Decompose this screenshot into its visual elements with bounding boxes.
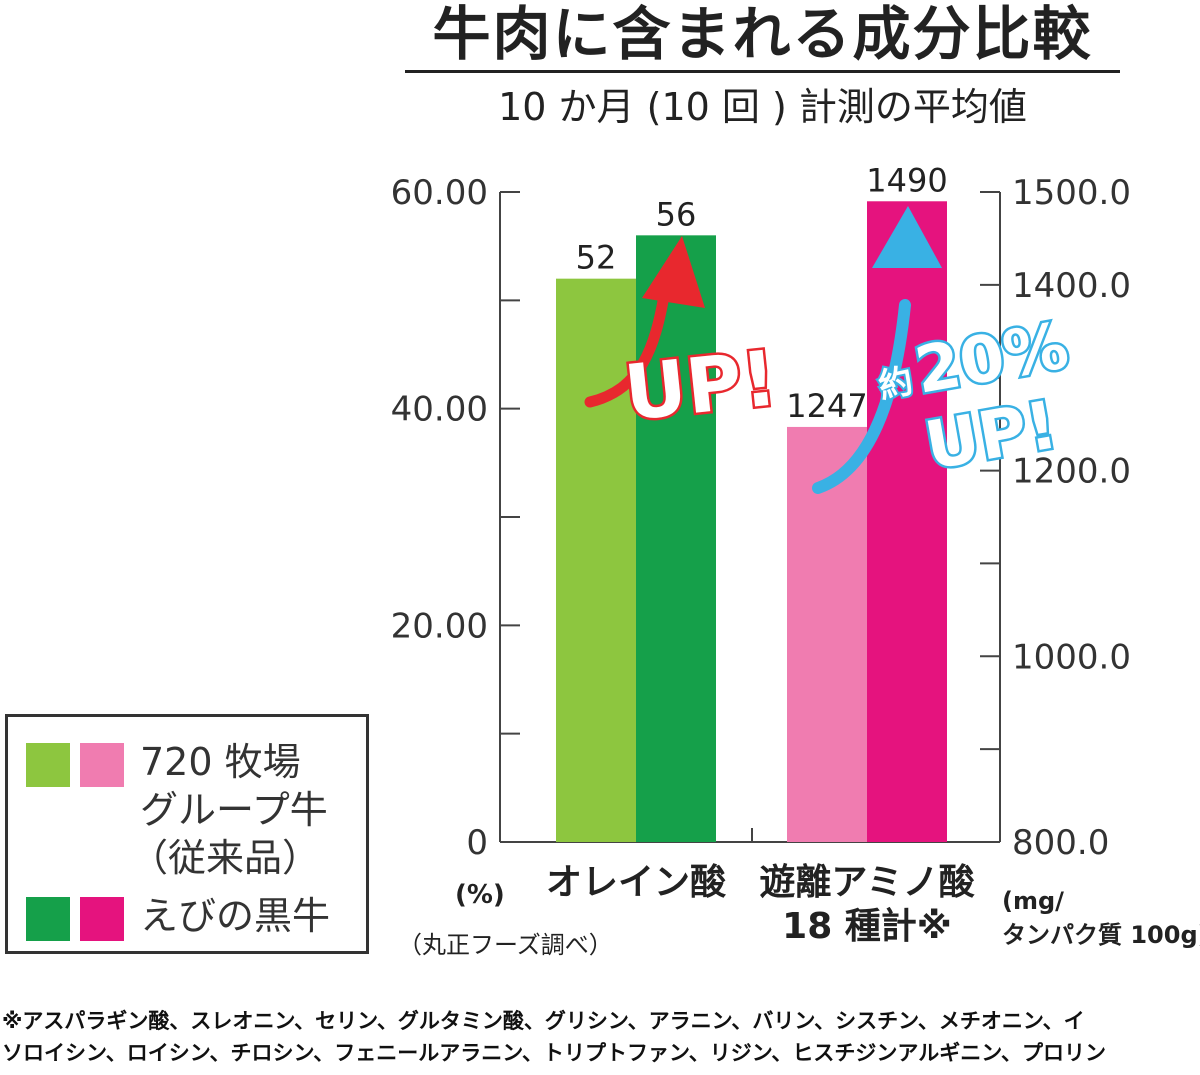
category-label: 遊離アミノ酸 <box>759 862 974 903</box>
legend-label-line: （従来品） <box>130 836 321 880</box>
title-underline <box>405 70 1120 73</box>
right-axis-unit-line: (mg/ <box>1002 887 1064 915</box>
legend-label-line: グループ牛 <box>140 788 328 832</box>
legend-swatch-dark-green <box>26 897 70 941</box>
up-arrow-shaft-red <box>584 284 671 408</box>
right-tick-label: 1400.0 <box>1012 266 1131 306</box>
up-arrow-head-red <box>642 236 705 308</box>
annotation-up-red: UP! <box>620 333 781 437</box>
bar <box>787 426 867 842</box>
legend-swatch-light-pink <box>80 743 124 787</box>
legend-label: えびの黒牛 <box>140 894 331 938</box>
right-tick-label: 1000.0 <box>1012 637 1131 677</box>
bar <box>867 201 947 843</box>
right-tick-label: 1500.0 <box>1012 173 1131 213</box>
bar-value-label: 56 <box>656 195 697 233</box>
bar <box>636 235 716 843</box>
up-arrow-shaft-blue <box>812 299 911 494</box>
chart-subtitle: 10 か月 (10 回 ) 計測の平均値 <box>498 85 1027 129</box>
bar-value-label: 1490 <box>866 161 947 199</box>
bar-value-label: 1247 <box>786 387 867 425</box>
legend-swatch-light-green <box>26 743 70 787</box>
legend: 720 牧場 グループ牛 （従来品） えびの黒牛 <box>5 714 369 954</box>
bar <box>556 278 636 843</box>
right-axis-unit: (mg/ タンパク質 100g) <box>1002 884 1200 952</box>
legend-swatch-magenta <box>80 897 124 941</box>
bar-value-label: 52 <box>576 239 617 277</box>
left-tick-label: 0 <box>466 823 488 863</box>
right-axis-unit-line: タンパク質 100g) <box>1002 921 1200 949</box>
left-tick-label: 20.00 <box>391 606 488 646</box>
left-tick-label: 60.00 <box>391 173 488 213</box>
footnote-line: ソロイシン、ロイシン、チロシン、フェニールアラニン、トリプトファン、リジン、ヒス… <box>2 1041 1106 1065</box>
chart-title: 牛肉に含まれる成分比較 <box>432 0 1093 68</box>
up-arrow-head-blue <box>872 206 942 268</box>
category-label: 18 種計※ <box>782 906 952 947</box>
left-tick-label: 40.00 <box>391 390 488 430</box>
legend-label-line: 720 牧場 <box>140 740 301 784</box>
category-label: オレイン酸 <box>546 862 726 903</box>
right-tick-label: 1200.0 <box>1012 452 1131 492</box>
left-axis-unit: (%) <box>455 880 505 910</box>
right-tick-label: 800.0 <box>1012 823 1109 863</box>
data-source: （丸正フーズ調べ） <box>398 931 613 959</box>
footnote-line: ※アスパラギン酸、スレオニン、セリン、グルタミン酸、グリシン、アラニン、バリン、… <box>2 1009 1085 1033</box>
